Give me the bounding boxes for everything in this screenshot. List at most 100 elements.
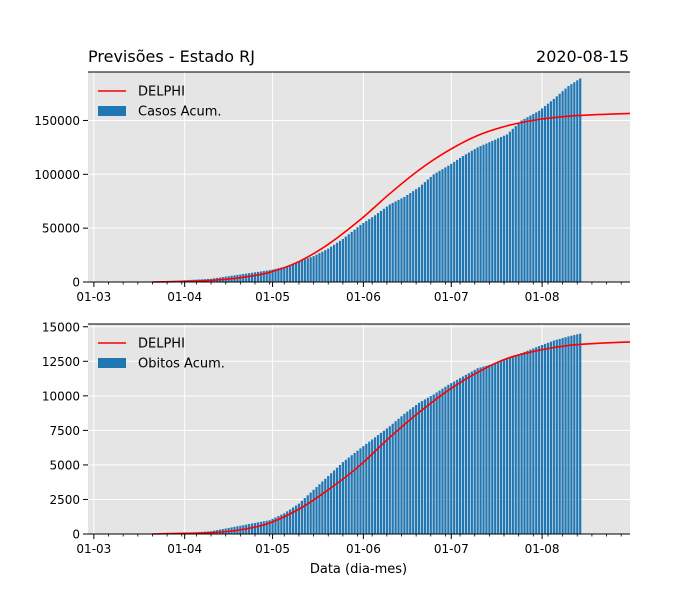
bar bbox=[523, 351, 526, 534]
bar bbox=[552, 340, 555, 534]
bar bbox=[467, 373, 470, 534]
bar bbox=[444, 386, 447, 534]
bar bbox=[312, 256, 315, 282]
bar bbox=[379, 432, 383, 534]
bar bbox=[283, 513, 286, 534]
bar bbox=[344, 459, 347, 534]
bar bbox=[409, 409, 412, 534]
bar bbox=[289, 509, 292, 534]
bar bbox=[505, 358, 509, 534]
bar bbox=[473, 369, 476, 534]
bar bbox=[374, 215, 377, 282]
x-tick-label: 01-03 bbox=[76, 290, 111, 304]
bar bbox=[248, 273, 251, 282]
bar bbox=[470, 371, 473, 534]
bar bbox=[388, 426, 391, 534]
bar bbox=[362, 446, 365, 534]
bar bbox=[253, 272, 257, 282]
bar bbox=[350, 455, 353, 534]
bar bbox=[385, 206, 388, 282]
bar bbox=[356, 227, 359, 282]
bar bbox=[365, 221, 368, 282]
bar bbox=[555, 96, 558, 282]
bar bbox=[330, 473, 333, 534]
bar bbox=[321, 251, 324, 282]
bar bbox=[250, 272, 254, 282]
bar bbox=[543, 343, 547, 534]
y-tick-label: 10000 bbox=[42, 389, 80, 403]
bar bbox=[514, 126, 517, 282]
x-tick-label: 01-06 bbox=[346, 290, 381, 304]
bar bbox=[406, 194, 409, 282]
x-tick-label: 01-05 bbox=[255, 290, 290, 304]
bar bbox=[286, 265, 289, 282]
bar bbox=[473, 149, 476, 282]
bar bbox=[432, 174, 435, 282]
bar bbox=[438, 390, 441, 534]
bar bbox=[494, 362, 497, 534]
legend-bar-swatch bbox=[98, 106, 126, 116]
bar bbox=[441, 388, 444, 534]
bar bbox=[517, 123, 520, 282]
bar bbox=[491, 364, 494, 534]
bar bbox=[488, 364, 491, 534]
bar bbox=[444, 167, 447, 282]
bar bbox=[526, 350, 529, 534]
bar bbox=[429, 396, 432, 534]
bar bbox=[505, 134, 509, 282]
bar bbox=[391, 202, 394, 282]
bar bbox=[450, 163, 453, 282]
bar bbox=[426, 397, 429, 534]
bar bbox=[297, 261, 301, 282]
bar bbox=[286, 511, 289, 534]
bar bbox=[488, 142, 491, 282]
bar bbox=[476, 147, 479, 282]
legend-bar-swatch bbox=[98, 358, 126, 368]
x-tick-label: 01-08 bbox=[525, 290, 560, 304]
bar bbox=[479, 146, 482, 282]
bar bbox=[289, 264, 292, 282]
bar bbox=[497, 361, 500, 534]
legend-label: DELPHI bbox=[138, 337, 185, 352]
bar bbox=[532, 348, 535, 534]
bar bbox=[268, 520, 271, 534]
bar bbox=[415, 404, 418, 534]
bar bbox=[570, 84, 573, 282]
bar bbox=[420, 401, 424, 534]
y-tick-label: 15000 bbox=[42, 320, 80, 334]
bar bbox=[526, 117, 529, 282]
bar bbox=[456, 379, 459, 534]
bar bbox=[426, 179, 429, 282]
y-tick-label: 0 bbox=[72, 276, 80, 290]
bar bbox=[259, 521, 262, 534]
bar bbox=[341, 462, 344, 534]
bar bbox=[497, 138, 500, 282]
bar bbox=[332, 244, 336, 282]
bar bbox=[368, 441, 371, 534]
bar bbox=[259, 271, 262, 282]
bar bbox=[262, 271, 265, 282]
bar bbox=[423, 399, 427, 534]
x-tick-label: 01-07 bbox=[434, 542, 469, 556]
bar bbox=[447, 384, 450, 534]
bar bbox=[324, 250, 327, 282]
bar bbox=[467, 152, 470, 282]
bar bbox=[429, 176, 432, 282]
bar bbox=[520, 353, 523, 534]
bar bbox=[371, 439, 374, 534]
bar bbox=[491, 140, 494, 282]
bar bbox=[338, 464, 342, 534]
x-tick-label: 01-06 bbox=[346, 542, 381, 556]
bar bbox=[564, 337, 567, 534]
bar bbox=[303, 259, 306, 282]
y-tick-label: 2500 bbox=[49, 493, 80, 507]
bar bbox=[277, 516, 280, 534]
bar bbox=[564, 88, 567, 282]
bar bbox=[309, 492, 312, 534]
bar bbox=[541, 345, 544, 534]
bar bbox=[368, 219, 371, 282]
bar bbox=[403, 413, 406, 534]
bar bbox=[541, 108, 544, 283]
bar bbox=[274, 517, 277, 534]
bar bbox=[555, 339, 558, 534]
